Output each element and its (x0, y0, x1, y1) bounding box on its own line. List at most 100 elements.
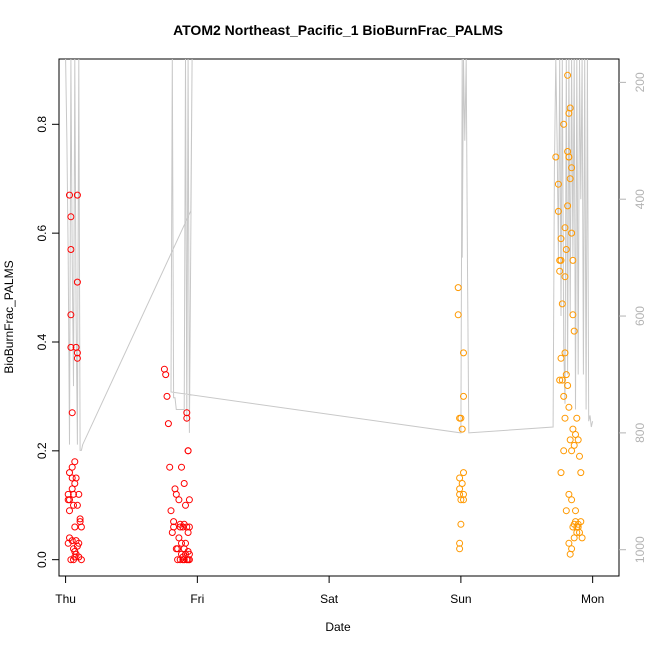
data-point (457, 414, 465, 422)
data-point (66, 534, 73, 542)
x-axis: Thu Fri Sat Sun Mon (55, 575, 604, 606)
data-point (454, 311, 462, 319)
data-point (460, 349, 467, 357)
data-point (577, 518, 585, 526)
data-point (176, 520, 184, 528)
data-point (552, 153, 560, 161)
data-point (71, 458, 79, 466)
data-point (183, 414, 191, 422)
data-point (568, 229, 576, 237)
data-point (558, 376, 566, 384)
data-point (70, 501, 77, 509)
data-point (185, 556, 193, 564)
data-point (557, 235, 565, 243)
data-point (72, 474, 80, 482)
data-point (565, 403, 573, 411)
data-point (73, 191, 81, 199)
y2-axis: 200 400 600 800 1000 (619, 72, 647, 563)
data-point (175, 534, 183, 542)
data-point (561, 349, 569, 357)
data-point (574, 436, 582, 444)
data-point (570, 327, 578, 335)
y-tick-label: 0.2 (35, 442, 49, 459)
data-point (454, 284, 462, 292)
data-point (574, 523, 582, 531)
data-point (556, 267, 564, 275)
data-point (456, 474, 464, 482)
data-point (566, 104, 574, 112)
data-point (460, 496, 467, 504)
y2-tick-label: 600 (633, 306, 647, 326)
data-point (170, 518, 178, 526)
scatter-points (64, 71, 586, 564)
data-point (564, 71, 572, 79)
data-point (180, 520, 188, 528)
data-point (460, 490, 467, 498)
data-point (75, 490, 83, 498)
y2-tick-label: 200 (633, 72, 647, 92)
data-point (562, 507, 570, 515)
data-point (556, 376, 564, 384)
data-point (570, 441, 578, 449)
y-tick-label: 0.6 (35, 224, 49, 241)
data-point (557, 469, 565, 477)
data-point (162, 371, 170, 379)
data-point (564, 382, 572, 389)
data-point (164, 420, 172, 428)
y2-tick-label: 800 (633, 423, 647, 443)
data-point (560, 120, 568, 128)
data-point (569, 311, 577, 319)
x-tick-label: Mon (581, 592, 604, 606)
data-point (172, 490, 180, 498)
data-point (178, 463, 185, 471)
data-point (562, 371, 570, 379)
data-point (562, 246, 570, 253)
y-axis: 0.0 0.2 0.4 0.6 0.8 (35, 116, 59, 568)
data-point (68, 409, 76, 417)
data-point (568, 447, 576, 455)
data-point (568, 164, 576, 172)
plot-frame (58, 58, 620, 577)
data-point (572, 507, 579, 515)
data-point (456, 545, 464, 553)
data-point (178, 539, 185, 547)
data-point (569, 256, 577, 264)
x-tick-label: Thu (55, 592, 76, 606)
data-point (569, 425, 577, 433)
data-point (166, 463, 174, 471)
data-point (163, 392, 171, 400)
data-point (576, 452, 583, 460)
data-point (175, 496, 183, 504)
data-point (170, 523, 178, 531)
data-point (565, 153, 573, 161)
data-point (67, 343, 75, 351)
data-point (68, 485, 76, 493)
data-point (561, 273, 569, 281)
y-tick-label: 0.0 (35, 551, 49, 568)
data-point (77, 523, 85, 531)
data-point (73, 278, 81, 286)
data-point (578, 534, 586, 542)
data-point (572, 431, 579, 438)
data-point (565, 490, 573, 498)
data-point (66, 496, 73, 504)
y-tick-label: 0.8 (35, 116, 49, 133)
data-point (67, 311, 75, 319)
data-point (573, 414, 581, 422)
data-point (557, 354, 565, 362)
data-point (560, 447, 568, 455)
data-point (73, 501, 81, 509)
data-point (460, 469, 467, 477)
data-point (554, 180, 562, 188)
data-point (457, 496, 465, 504)
data-point (67, 246, 75, 253)
data-point (565, 539, 573, 547)
data-point (75, 553, 83, 561)
data-point (182, 539, 189, 547)
data-point (68, 474, 76, 482)
x-axis-label: Date (325, 620, 351, 634)
data-point (73, 349, 81, 357)
data-point (458, 480, 466, 487)
data-point (183, 556, 191, 564)
